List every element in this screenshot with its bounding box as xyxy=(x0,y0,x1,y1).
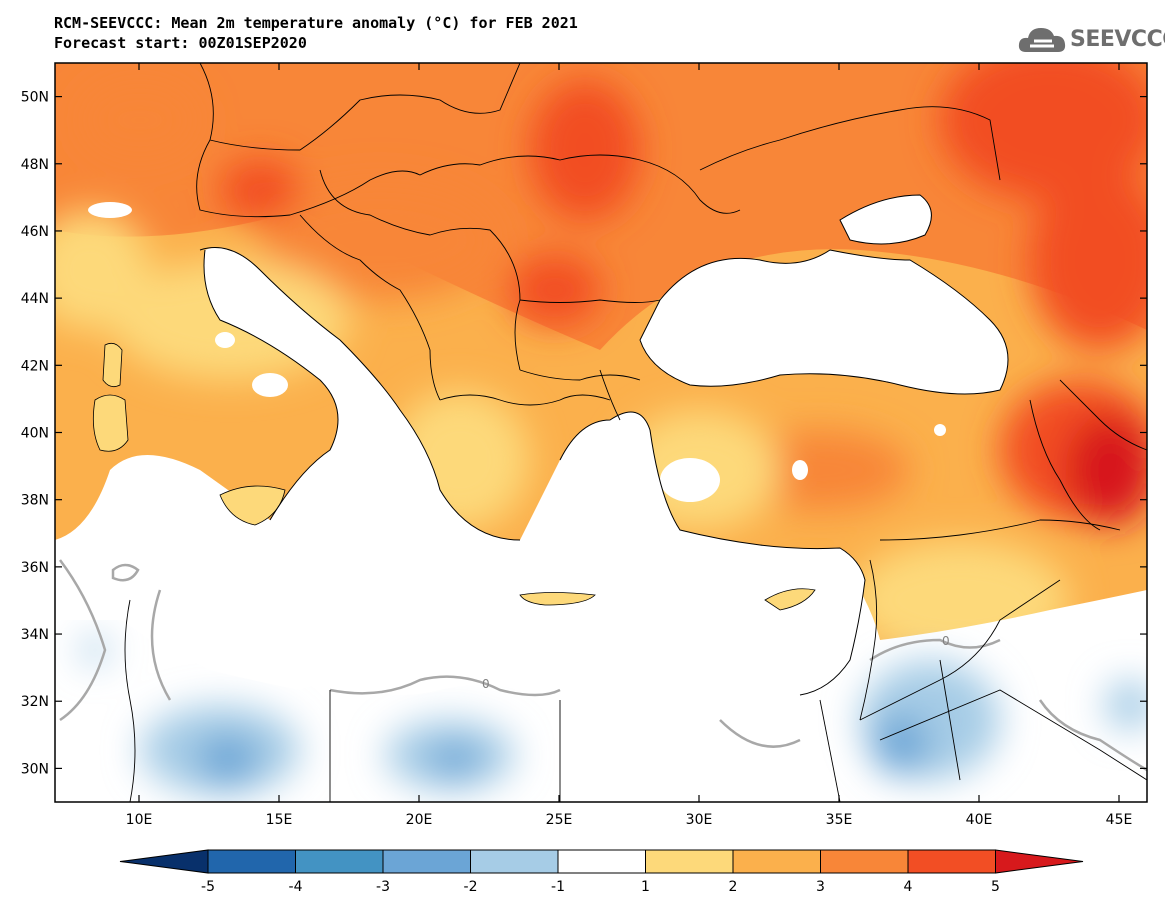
colorbar-label: 1 xyxy=(641,879,650,895)
lat-tick-label: 32N xyxy=(21,694,49,710)
lon-tick-label: 25E xyxy=(546,812,573,828)
colorbar-label: -4 xyxy=(289,879,303,895)
seevccc-logo: SEEVCCC xyxy=(1018,22,1165,58)
colorbar-cell xyxy=(557,849,646,874)
country-borders xyxy=(124,63,1147,802)
lat-tick-label: 42N xyxy=(21,358,49,374)
lon-tick-label: 45E xyxy=(1106,812,1133,828)
latitude-axis: 50N 48N 46N 44N 42N 40N 38N 36N 34N 32N 30N xyxy=(21,90,1147,777)
colorbar-label: -5 xyxy=(201,879,215,895)
colorbar-cell xyxy=(645,849,734,874)
islands xyxy=(92,342,816,611)
lat-tick-label: 48N xyxy=(21,157,49,173)
colorbar-label: 4 xyxy=(904,879,913,895)
coastlines xyxy=(199,194,1009,696)
colorbar-cell xyxy=(470,849,559,874)
colorbar: -5 -4 -3 -2 -1 1 2 3 4 5 xyxy=(119,849,1084,895)
cloud-icon xyxy=(1018,28,1066,52)
colorbar-cell xyxy=(382,849,471,874)
colorbar-right-arrow xyxy=(995,849,1084,874)
colorbar-label: 3 xyxy=(816,879,825,895)
lat-tick-label: 34N xyxy=(21,627,49,643)
colorbar-label: 5 xyxy=(991,879,1000,895)
lat-tick-label: 40N xyxy=(21,426,49,442)
lat-tick-label: 50N xyxy=(21,90,49,106)
lon-tick-label: 10E xyxy=(126,812,153,828)
colorbar-cell xyxy=(732,849,821,874)
lat-tick-label: 30N xyxy=(21,761,49,777)
colorbar-label: -3 xyxy=(376,879,390,895)
contour-zero-label: 0 xyxy=(942,634,950,648)
colorbar-label: 2 xyxy=(729,879,738,895)
zero-contours xyxy=(58,559,1147,772)
colorbar-cell xyxy=(820,849,909,874)
lat-tick-label: 44N xyxy=(21,291,49,307)
longitude-axis: 10E 15E 20E 25E 30E 35E 40E 45E xyxy=(126,63,1133,828)
lat-tick-label: 38N xyxy=(21,493,49,509)
anomaly-field: 0 0 xyxy=(55,63,1147,802)
lon-tick-label: 15E xyxy=(266,812,293,828)
contour-zero-label-2: 0 xyxy=(482,677,490,691)
colorbar-cell xyxy=(295,849,384,874)
lon-tick-label: 30E xyxy=(686,812,713,828)
lat-tick-label: 36N xyxy=(21,560,49,576)
colorbar-cell xyxy=(907,849,996,874)
colorbar-label: -2 xyxy=(464,879,478,895)
colorbar-left-arrow xyxy=(119,849,209,874)
map-title: RCM-SEEVCCC: Mean 2m temperature anomaly… xyxy=(54,14,578,32)
logo-text: SEEVCCC xyxy=(1070,27,1165,52)
sea-areas xyxy=(55,195,1008,703)
colorbar-cell xyxy=(207,849,296,874)
lon-tick-label: 35E xyxy=(826,812,853,828)
colorbar-label: -1 xyxy=(551,879,565,895)
forecast-start-label: Forecast start: 00Z01SEP2020 xyxy=(54,34,307,52)
lat-tick-label: 46N xyxy=(21,224,49,240)
lon-tick-label: 20E xyxy=(406,812,433,828)
lon-tick-label: 40E xyxy=(966,812,993,828)
